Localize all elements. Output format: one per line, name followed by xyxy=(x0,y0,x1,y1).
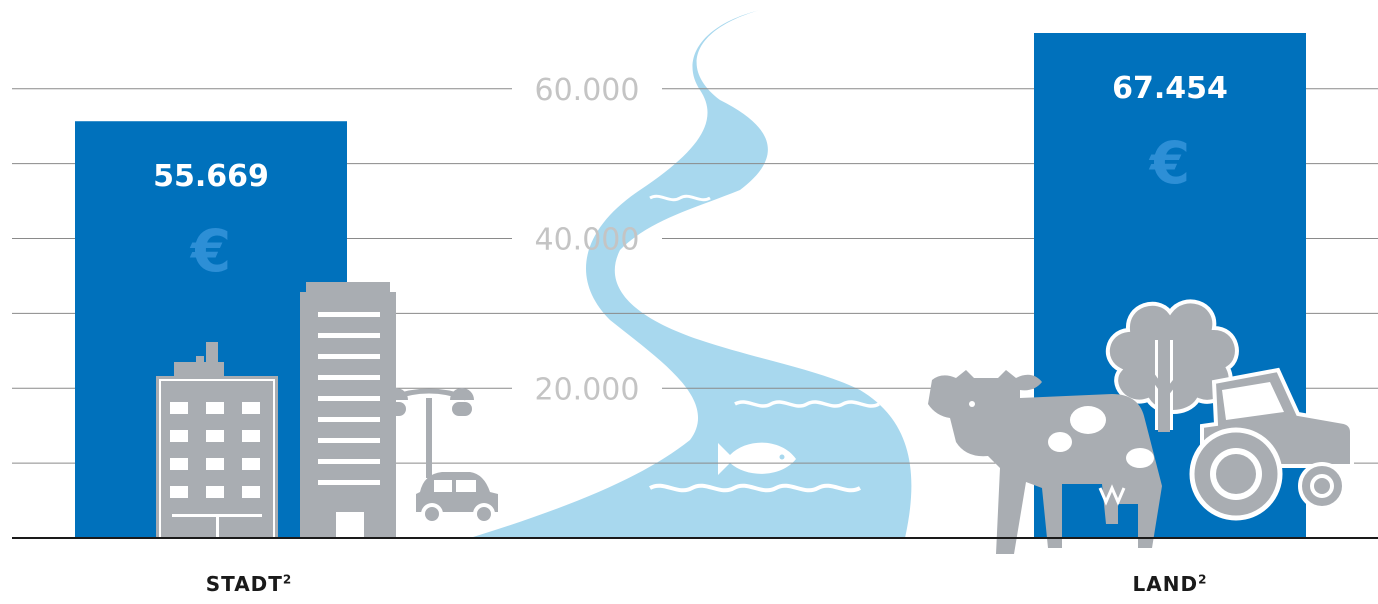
fish-icon xyxy=(666,257,704,276)
category-label-land: LAND2 xyxy=(1132,572,1208,596)
cow-icon xyxy=(928,370,1162,554)
building-icon xyxy=(156,342,278,539)
bar-value-label: 67.454 xyxy=(1112,71,1228,106)
fish-icon xyxy=(718,442,796,475)
y-tick-label: 20.000 xyxy=(535,372,640,407)
river-icon xyxy=(470,10,912,538)
street-lamp-icon xyxy=(384,388,474,478)
category-label-stadt: STADT2 xyxy=(205,572,293,596)
tree-icon xyxy=(1105,299,1239,432)
tractor-icon xyxy=(1189,367,1354,521)
euro-icon: € xyxy=(189,217,231,285)
y-tick-label: 40.000 xyxy=(535,223,640,258)
skyscraper-icon xyxy=(300,282,396,538)
bar-value-label: 55.669 xyxy=(153,159,269,194)
y-tick-label: 60.000 xyxy=(535,73,640,108)
euro-icon: € xyxy=(1148,129,1190,197)
car-icon xyxy=(416,472,498,525)
